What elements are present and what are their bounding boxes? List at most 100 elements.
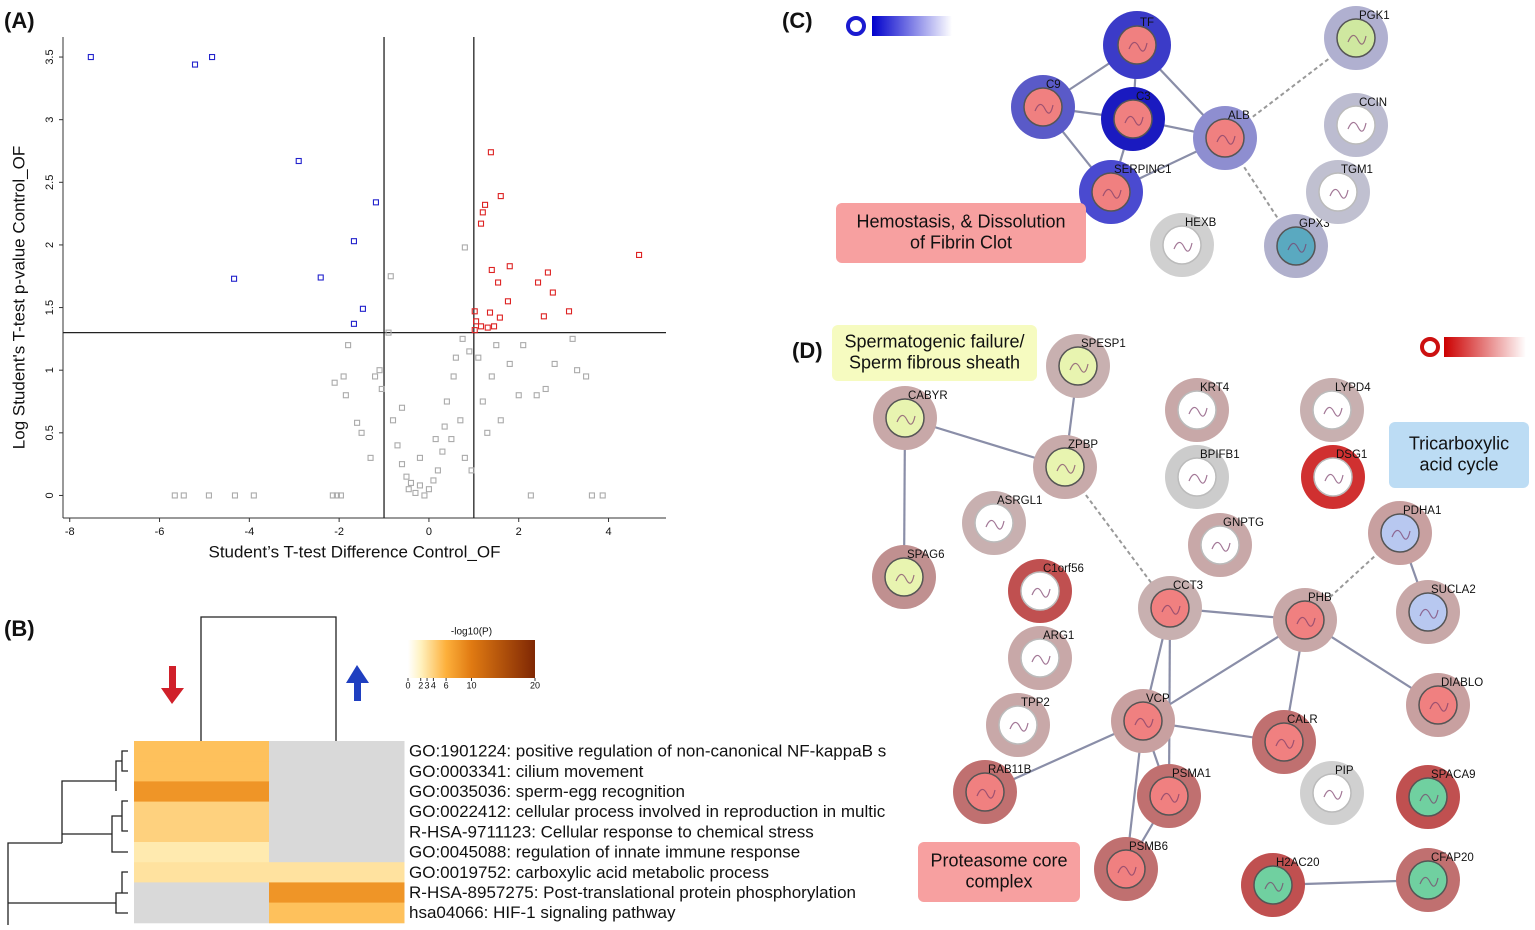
node-structure bbox=[1264, 881, 1284, 892]
y-tick-label: 3 bbox=[44, 117, 56, 123]
node-structure bbox=[1296, 616, 1316, 627]
node-label: ZPBP bbox=[1068, 439, 1098, 451]
missing-cell bbox=[134, 902, 270, 924]
point bbox=[441, 423, 448, 430]
node-label: SERPINC1 bbox=[1114, 164, 1172, 176]
point bbox=[457, 417, 464, 424]
legend-gradient bbox=[872, 16, 952, 36]
point bbox=[488, 266, 495, 274]
point bbox=[317, 274, 324, 281]
point bbox=[534, 279, 542, 286]
node-structure bbox=[985, 519, 1005, 530]
point bbox=[599, 492, 606, 499]
group-label: complex bbox=[965, 871, 1032, 891]
node-label: ARG1 bbox=[1043, 630, 1074, 642]
point bbox=[387, 273, 394, 280]
point bbox=[439, 448, 446, 455]
node-structure bbox=[1160, 792, 1180, 803]
x-tick-label: 4 bbox=[605, 526, 611, 538]
point bbox=[484, 429, 491, 436]
node bbox=[1408, 860, 1448, 900]
point bbox=[425, 486, 432, 493]
point bbox=[376, 367, 383, 374]
node bbox=[1336, 105, 1376, 145]
point bbox=[337, 492, 344, 499]
node bbox=[1418, 685, 1458, 725]
node-label: CFAP20 bbox=[1431, 852, 1474, 864]
point bbox=[354, 419, 361, 426]
point bbox=[496, 314, 503, 321]
node-label: PIP bbox=[1335, 765, 1354, 777]
down-arrow bbox=[161, 666, 184, 704]
point bbox=[412, 489, 419, 496]
point bbox=[329, 492, 336, 499]
node bbox=[1253, 865, 1293, 905]
point bbox=[394, 442, 401, 449]
node bbox=[884, 557, 924, 597]
point bbox=[359, 305, 366, 312]
x-tick-label: -4 bbox=[244, 526, 254, 538]
node bbox=[1318, 172, 1358, 212]
missing-cell bbox=[269, 761, 405, 782]
point bbox=[416, 454, 424, 461]
node-structure bbox=[1188, 406, 1208, 417]
node-label: TGM1 bbox=[1341, 164, 1373, 176]
point bbox=[475, 354, 482, 361]
y-tick-label: 0 bbox=[44, 492, 56, 498]
point bbox=[488, 373, 495, 380]
node-structure bbox=[1034, 103, 1054, 114]
node-label: PDHA1 bbox=[1403, 505, 1441, 517]
row-label: R-HSA-9711123: Cellular response to chem… bbox=[409, 822, 814, 841]
node bbox=[1023, 87, 1063, 127]
x-tick-label: -8 bbox=[65, 526, 75, 538]
node-structure bbox=[1347, 34, 1367, 45]
point bbox=[479, 209, 486, 216]
node bbox=[1177, 457, 1217, 497]
node-structure bbox=[1429, 701, 1449, 712]
point bbox=[372, 373, 379, 380]
point bbox=[407, 479, 415, 486]
node bbox=[1113, 99, 1153, 139]
point bbox=[434, 467, 441, 474]
node-label: PSMA1 bbox=[1172, 768, 1211, 780]
point bbox=[340, 373, 347, 380]
node-label: DIABLO bbox=[1441, 677, 1483, 689]
node bbox=[1045, 447, 1085, 487]
node bbox=[885, 398, 925, 438]
y-axis-label: Log Student's T-test p-value Control_OF bbox=[9, 146, 28, 449]
node-structure bbox=[1117, 865, 1137, 876]
point bbox=[367, 454, 374, 461]
node-label: SPACA9 bbox=[1431, 769, 1476, 781]
row-label: GO:0035036: sperm-egg recognition bbox=[409, 782, 685, 801]
node-structure bbox=[1419, 793, 1439, 804]
point bbox=[583, 373, 590, 380]
point bbox=[482, 201, 489, 208]
missing-cell bbox=[269, 781, 405, 803]
node-structure bbox=[1347, 121, 1367, 132]
node-structure bbox=[1216, 134, 1236, 145]
node bbox=[965, 772, 1005, 812]
panel-label: (D) bbox=[792, 338, 823, 363]
point bbox=[443, 398, 450, 405]
point bbox=[378, 385, 385, 393]
point bbox=[471, 308, 478, 315]
point bbox=[250, 492, 257, 499]
node-structure bbox=[1275, 738, 1295, 749]
heat-cell bbox=[269, 862, 405, 883]
point bbox=[477, 220, 485, 227]
point bbox=[497, 193, 504, 200]
node-label: CCIN bbox=[1359, 97, 1387, 109]
group-label: of Fibrin Clot bbox=[910, 232, 1012, 252]
point bbox=[574, 367, 581, 374]
point bbox=[565, 308, 573, 315]
point bbox=[448, 436, 455, 443]
node-label: PHB bbox=[1308, 592, 1332, 604]
point bbox=[515, 392, 522, 399]
point bbox=[490, 323, 498, 330]
node bbox=[1205, 118, 1245, 158]
point bbox=[504, 298, 512, 305]
node-label: TF bbox=[1140, 17, 1154, 29]
legend-ring bbox=[846, 16, 866, 36]
group-label: Tricarboxylic bbox=[1409, 433, 1509, 453]
point bbox=[459, 335, 466, 342]
